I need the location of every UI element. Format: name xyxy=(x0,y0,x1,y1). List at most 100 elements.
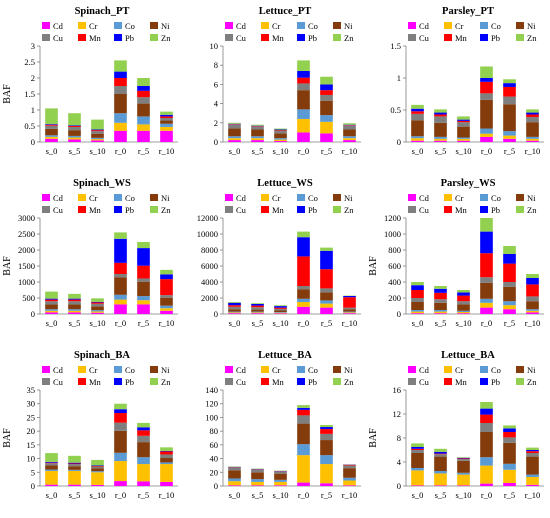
chart-panel-9: Lettuce_BA 0 4 8 12 16 BAF Cd Cr Co Ni Cu Mn Pb Zn s_0 s… xyxy=(368,350,544,500)
bar-segment-ni xyxy=(434,122,447,137)
legend-swatch-pb xyxy=(114,206,122,213)
bar-segment-zn xyxy=(68,293,81,299)
y-tick-label: 2 xyxy=(214,118,218,128)
bar-segment-co xyxy=(137,457,150,465)
bar-segment-zn xyxy=(297,60,310,71)
bar-segment-mn xyxy=(45,124,58,126)
bar-segment-co xyxy=(228,136,241,139)
legend-swatch-cu xyxy=(225,378,233,385)
bar-segment-cr xyxy=(457,312,470,314)
y-tick-label: 800 xyxy=(388,245,401,255)
legend-label-zn: Zn xyxy=(527,33,537,43)
x-tick-label: r_10 xyxy=(159,318,175,328)
legend-label-mn: Mn xyxy=(455,33,468,43)
bar-segment-cr xyxy=(343,312,356,314)
bar-segment-cd xyxy=(411,140,424,142)
legend-label-pb: Pb xyxy=(308,33,317,43)
bar-segment-pb xyxy=(68,462,81,464)
bar-segment-co xyxy=(320,115,333,122)
bar-segment-ni xyxy=(320,440,333,456)
legend-swatch-ni xyxy=(333,194,341,201)
bar-segment-ni xyxy=(251,309,264,312)
bar-segment-mn xyxy=(480,253,493,278)
legend-label-cr: Cr xyxy=(89,193,98,203)
bar-segment-mn xyxy=(526,114,539,118)
bar-segment-cd xyxy=(91,484,104,486)
bar-segment-cr xyxy=(91,472,104,485)
y-tick-label: 8 xyxy=(214,60,218,70)
bar-segment-cd xyxy=(503,138,516,142)
legend-swatch-cd xyxy=(225,22,233,29)
bar-segment-zn xyxy=(160,269,173,275)
legend-swatch-cd xyxy=(225,194,233,201)
legend-swatch-co xyxy=(297,22,305,29)
bar-segment-ni xyxy=(251,129,264,137)
chart-title: Lettuce_PT xyxy=(259,6,312,17)
bar-segment-cr xyxy=(457,138,470,141)
bar-segment-co xyxy=(91,137,104,140)
bar-segment-mn xyxy=(68,299,81,302)
bar-segment-cd xyxy=(457,313,470,314)
legend-label-cu: Cu xyxy=(236,205,247,215)
chart-panel-1: Spinach_PT 0 0.5 1 1.5 2 2.5 3 BAF Cd Cr Co Ni Cu Mn Pb… xyxy=(2,6,178,156)
bar-segment-cu xyxy=(297,286,310,290)
bar-segment-mn xyxy=(251,305,264,308)
bar-segment-pb xyxy=(45,298,58,300)
legend-label-zn: Zn xyxy=(161,377,171,387)
y-tick-label: 400 xyxy=(388,277,401,287)
bar-segment-zn xyxy=(434,448,447,452)
legend-swatch-zn xyxy=(333,378,341,385)
chart-title: Parsley_PT xyxy=(442,6,494,17)
bar-segment-co xyxy=(434,136,447,139)
bar-segment-mn xyxy=(434,453,447,455)
legend-swatch-cr xyxy=(444,366,452,373)
x-tick-label: s_0 xyxy=(46,318,58,328)
bar-segment-pb xyxy=(457,292,470,296)
bar-segment-mn xyxy=(160,116,173,118)
bar-segment-mn xyxy=(91,302,104,304)
bar-segment-cd xyxy=(526,484,539,486)
bar-segment-ni xyxy=(251,472,264,480)
bar-segment-cr xyxy=(297,302,310,307)
bar-segment-zn xyxy=(68,113,81,126)
legend-swatch-zn xyxy=(333,206,341,213)
x-tick-label: s_10 xyxy=(455,146,471,156)
bar-segment-ni xyxy=(457,126,470,138)
legend-swatch-pb xyxy=(114,378,122,385)
bar-segment-co xyxy=(68,135,81,138)
bar-segment-ni xyxy=(480,282,493,299)
y-tick-label: 0 xyxy=(214,309,218,319)
bar-segment-cd xyxy=(274,141,287,142)
bar-segment-cr xyxy=(274,481,287,486)
bar-segment-co xyxy=(160,462,173,465)
bar-segment-mn xyxy=(480,81,493,94)
legend-swatch-cd xyxy=(42,194,50,201)
bar-segment-co xyxy=(251,479,264,482)
legend-swatch-zn xyxy=(150,378,158,385)
bar-segment-cr xyxy=(91,311,104,313)
legend-label-cr: Cr xyxy=(89,365,98,375)
bar-segment-zn xyxy=(320,424,333,428)
bar-segment-co xyxy=(411,310,424,312)
bar-segment-ni xyxy=(137,442,150,458)
bar-segment-pb xyxy=(228,302,241,306)
y-axis-label: BAF xyxy=(2,428,13,448)
bar-segment-co xyxy=(68,309,81,311)
bar-segment-cu xyxy=(503,96,516,105)
y-tick-label: 20 xyxy=(27,426,36,436)
bar-segment-pb xyxy=(68,125,81,126)
bar-segment-cu xyxy=(457,122,470,127)
y-axis-label: BAF xyxy=(2,84,13,104)
bar-segment-zn xyxy=(503,79,516,84)
bar-segment-zn xyxy=(320,76,333,85)
legend-label-zn: Zn xyxy=(344,205,354,215)
bar-segment-cr xyxy=(526,138,539,141)
bar-segment-cd xyxy=(411,313,424,314)
bar-segment-co xyxy=(160,305,173,309)
x-tick-label: s_0 xyxy=(46,146,58,156)
y-tick-label: 3 xyxy=(31,41,35,51)
legend-swatch-cr xyxy=(78,22,86,29)
bar-segment-cu xyxy=(68,464,81,467)
bar-segment-pb xyxy=(137,86,150,91)
bar-segment-cu xyxy=(137,435,150,443)
